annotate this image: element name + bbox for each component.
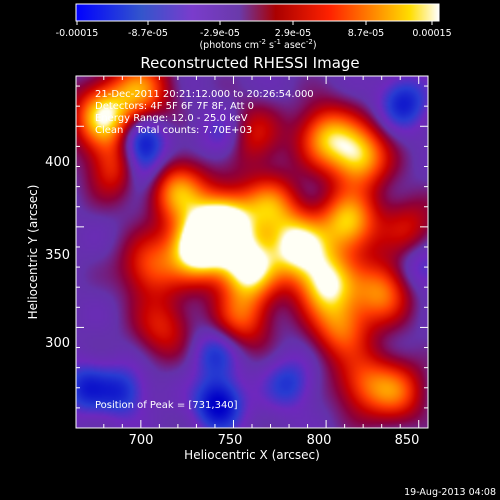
- axis-ticks: [76, 76, 428, 428]
- annotation-time-range: 21-Dec-2011 20:21:12.000 to 20:26:54.000: [95, 89, 314, 100]
- x-tick-label-700: 700: [129, 433, 154, 448]
- colorbar-tick-label-3: 2.9e-05: [275, 28, 311, 39]
- colorbar-ticks: [76, 21, 433, 25]
- y-tick-label-350: 350: [45, 248, 70, 263]
- colorbar-gradient: [75, 3, 440, 22]
- colorbar-unit-label: (photons cm-2 s-1 asec-2): [199, 38, 316, 51]
- colorbar-tick-label-1: -8.7e-05: [128, 28, 168, 39]
- annotation-peak-position: Position of Peak = [731,340]: [95, 400, 238, 411]
- colorbar: -0.00015 -8.7e-05 -2.9e-05 2.9e-05 8.7e-…: [56, 3, 452, 51]
- annotation-total-counts: Clean Total counts: 7.70E+03: [95, 125, 252, 136]
- colorbar-tick-label-2: -2.9e-05: [200, 28, 240, 39]
- chart-title: Reconstructed RHESSI Image: [140, 54, 359, 72]
- footer-timestamp: 19-Aug-2013 04:08: [404, 487, 496, 498]
- colorbar-tick-label-5: 0.00015: [412, 28, 451, 39]
- colorbar-tick-label-4: 8.7e-05: [348, 28, 384, 39]
- x-tick-label-750: 750: [218, 433, 243, 448]
- annotation-detectors: Detectors: 4F 5F 6F 7F 8F, Att 0: [95, 101, 254, 112]
- x-tick-label-850: 850: [395, 433, 420, 448]
- x-axis-label: Heliocentric X (arcsec): [184, 448, 320, 462]
- annotation-energy-range: Energy Range: 12.0 - 25.0 keV: [95, 113, 248, 124]
- y-axis-label: Heliocentric Y (arcsec): [26, 185, 40, 320]
- colorbar-tick-label-0: -0.00015: [56, 28, 99, 39]
- x-tick-label-800: 800: [307, 433, 332, 448]
- plot-area: [76, 76, 428, 428]
- y-tick-label-300: 300: [45, 336, 70, 351]
- y-tick-label-400: 400: [45, 155, 70, 170]
- heatmap-image: [76, 76, 428, 428]
